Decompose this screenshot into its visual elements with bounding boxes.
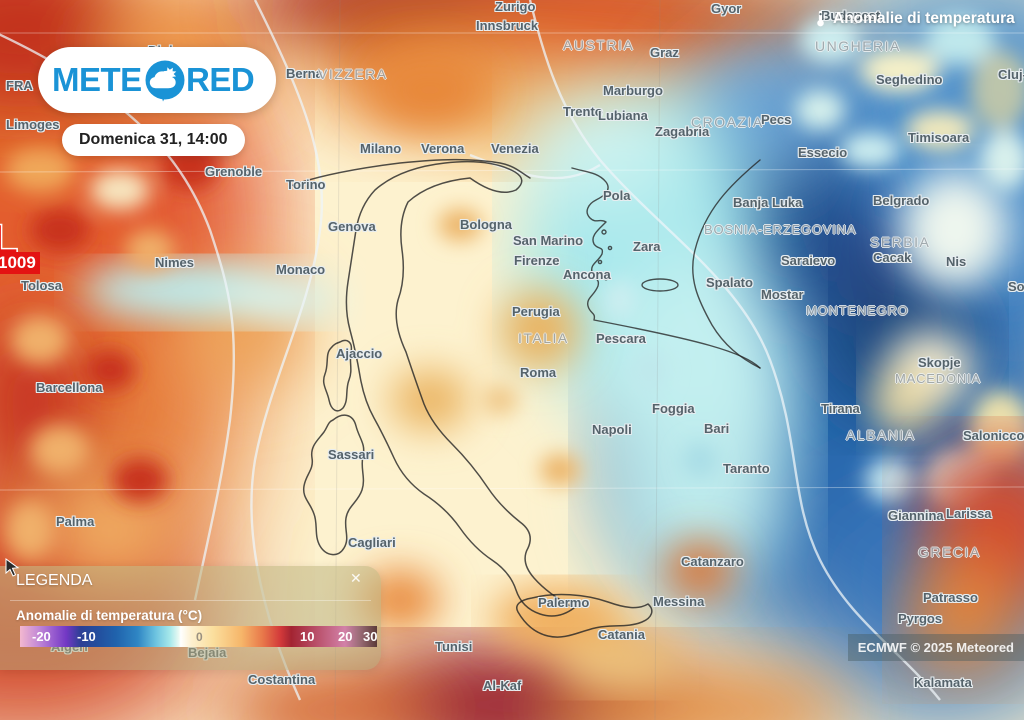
svg-text:METE: METE — [52, 61, 142, 98]
svg-text:0: 0 — [196, 630, 203, 644]
svg-text:10: 10 — [300, 629, 314, 644]
svg-text:30: 30 — [363, 629, 377, 644]
svg-text:RED: RED — [186, 61, 254, 98]
svg-text:20: 20 — [338, 629, 352, 644]
svg-text:-20: -20 — [32, 629, 51, 644]
svg-text:-10: -10 — [77, 629, 96, 644]
